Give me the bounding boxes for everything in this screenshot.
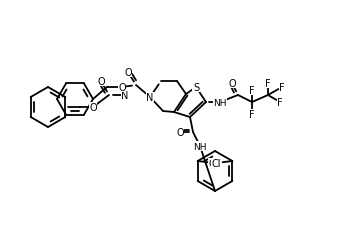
Text: O: O xyxy=(118,83,126,93)
Text: F: F xyxy=(249,86,255,96)
Text: O: O xyxy=(97,77,105,87)
Text: F: F xyxy=(277,97,283,108)
Text: Cl: Cl xyxy=(211,158,221,168)
Text: O: O xyxy=(176,128,184,137)
Text: O: O xyxy=(124,68,132,78)
Text: O: O xyxy=(228,79,236,89)
Text: S: S xyxy=(193,83,199,93)
Text: Cl: Cl xyxy=(209,158,218,168)
Text: F: F xyxy=(249,109,255,119)
Text: N: N xyxy=(121,91,129,100)
Text: F: F xyxy=(279,83,285,93)
Text: N: N xyxy=(146,93,154,103)
Text: F: F xyxy=(265,79,271,89)
Text: O: O xyxy=(89,103,97,112)
Text: NH: NH xyxy=(213,98,227,107)
Text: NH: NH xyxy=(193,142,207,151)
